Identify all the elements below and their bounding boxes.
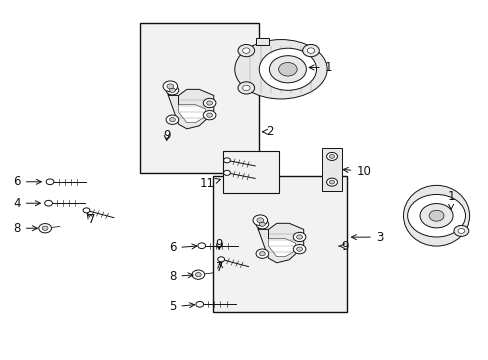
Circle shape <box>407 194 465 237</box>
Circle shape <box>302 45 319 57</box>
Bar <box>222 152 278 193</box>
Circle shape <box>42 226 48 230</box>
Polygon shape <box>258 219 303 263</box>
Circle shape <box>293 244 305 254</box>
Polygon shape <box>268 229 295 257</box>
Text: 9: 9 <box>215 238 223 251</box>
Bar <box>255 38 269 45</box>
Circle shape <box>206 113 212 117</box>
Text: 1: 1 <box>447 190 454 209</box>
Circle shape <box>329 180 334 184</box>
Circle shape <box>457 229 464 233</box>
Text: 7: 7 <box>87 213 95 226</box>
Circle shape <box>166 86 179 95</box>
Circle shape <box>238 82 254 94</box>
Circle shape <box>259 252 265 256</box>
Circle shape <box>196 301 203 307</box>
Circle shape <box>256 218 263 223</box>
Bar <box>140 23 259 173</box>
Bar <box>322 148 341 191</box>
Circle shape <box>242 85 249 91</box>
Circle shape <box>453 225 468 237</box>
Circle shape <box>259 48 316 90</box>
Circle shape <box>223 170 230 175</box>
Circle shape <box>293 232 305 242</box>
Circle shape <box>419 203 452 228</box>
Circle shape <box>326 152 337 161</box>
Circle shape <box>39 224 51 233</box>
Bar <box>212 176 346 312</box>
Text: 6: 6 <box>168 241 197 255</box>
Text: 1: 1 <box>308 61 331 74</box>
Circle shape <box>223 158 230 163</box>
Text: 9: 9 <box>338 240 348 253</box>
Text: 8: 8 <box>169 270 193 283</box>
Circle shape <box>278 63 297 76</box>
Circle shape <box>195 273 201 277</box>
Circle shape <box>203 111 216 120</box>
Circle shape <box>259 222 265 226</box>
Text: 7: 7 <box>216 261 224 274</box>
Circle shape <box>166 84 173 89</box>
Text: 8: 8 <box>14 222 37 235</box>
Circle shape <box>238 45 254 57</box>
Circle shape <box>46 179 54 185</box>
Circle shape <box>192 270 204 279</box>
Circle shape <box>296 247 302 251</box>
Circle shape <box>326 178 337 186</box>
Circle shape <box>296 235 302 239</box>
Text: 4: 4 <box>13 197 40 210</box>
Circle shape <box>166 115 179 124</box>
Circle shape <box>256 220 268 229</box>
Text: 9: 9 <box>163 129 170 142</box>
Polygon shape <box>168 85 213 129</box>
Text: 6: 6 <box>13 175 41 188</box>
Circle shape <box>83 208 90 213</box>
Text: 3: 3 <box>351 231 383 244</box>
Text: 11: 11 <box>199 177 220 190</box>
Circle shape <box>203 98 216 108</box>
Circle shape <box>269 56 306 83</box>
Circle shape <box>169 118 175 122</box>
Circle shape <box>44 201 52 206</box>
Text: 2: 2 <box>262 125 273 138</box>
Circle shape <box>206 101 212 105</box>
Circle shape <box>329 154 334 158</box>
Circle shape <box>252 215 267 226</box>
Ellipse shape <box>234 40 326 99</box>
Circle shape <box>198 243 205 249</box>
Circle shape <box>163 81 177 92</box>
Circle shape <box>242 48 249 53</box>
Circle shape <box>428 210 443 221</box>
Ellipse shape <box>403 185 468 246</box>
Circle shape <box>306 48 314 53</box>
Text: 10: 10 <box>343 165 370 177</box>
Text: 5: 5 <box>169 300 194 313</box>
Circle shape <box>169 88 175 93</box>
Polygon shape <box>178 95 205 123</box>
Circle shape <box>256 249 268 258</box>
Circle shape <box>217 257 224 262</box>
